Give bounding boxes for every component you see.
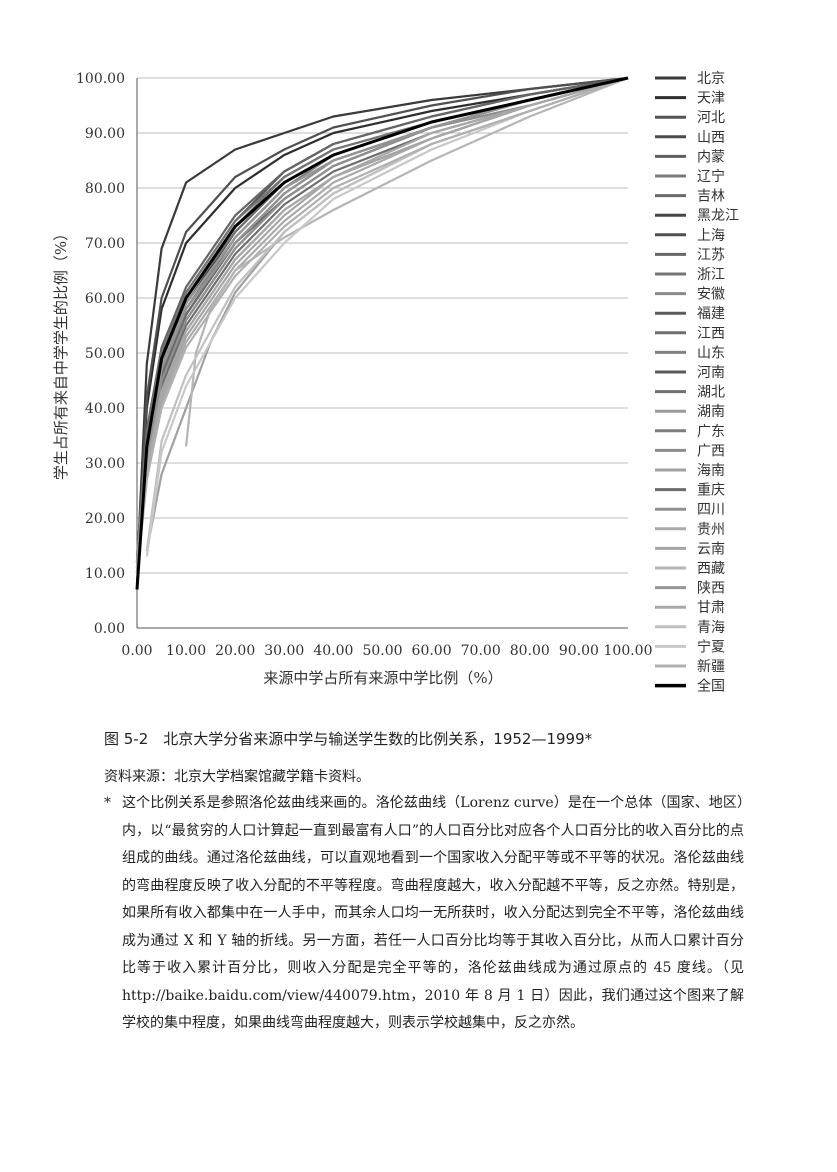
x-tick-label: 30.00 [264,643,304,659]
y-tick-label: 30.00 [85,456,125,472]
legend-label: 河北 [697,110,725,126]
legend-label: 西藏 [697,561,725,577]
legend-label: 海南 [697,463,725,479]
series-line [135,76,629,590]
series-line [135,76,629,568]
x-tick-label: 70.00 [461,643,501,659]
series-lines [135,76,629,590]
series-line [145,76,629,552]
y-tick-label: 70.00 [85,236,125,252]
series-line [135,76,629,563]
y-tick-label: 0.00 [94,621,125,637]
legend-label: 安徽 [697,287,725,303]
series-line [135,76,629,574]
legend-label: 宁夏 [697,638,725,655]
series-line [135,76,629,563]
series-line [135,76,629,585]
legend-label: 江苏 [697,247,725,263]
x-tick-label: 0.00 [121,643,152,659]
series-line [135,76,629,563]
legend-label: 甘肃 [697,600,725,616]
legend-label: 天津 [697,91,725,107]
footnote-marker: * [104,795,111,811]
series-line [135,76,629,563]
lorenz-chart: 0.00 10.00 20.00 30.00 40.00 50.00 60.00 70.00 8… [52,71,739,695]
x-axis-label: 来源中学占所有来源中学比例（%） [263,669,502,687]
legend-label: 福建 [697,306,725,322]
legend-label: 青海 [697,620,725,636]
legend-label: 内蒙 [697,149,725,165]
series-line [135,76,629,563]
series-line [185,76,629,447]
series-line [135,76,629,563]
legend-label: 云南 [697,541,725,557]
y-tick-label: 60.00 [85,291,125,307]
series-line [135,76,629,568]
x-tick-label: 20.00 [215,643,255,659]
y-tick-label: 90.00 [85,126,125,142]
series-line [135,76,629,557]
series-line [135,76,629,568]
series-line [135,76,629,563]
series-line [135,76,629,563]
legend-label: 陕西 [697,581,725,597]
series-line [135,76,629,563]
legend-label: 北京 [697,71,725,87]
legend-label: 江西 [697,326,725,342]
x-tick-label: 80.00 [510,643,550,659]
legend-label: 湖北 [697,385,725,401]
x-tick-label: 40.00 [313,643,353,659]
series-line [135,76,629,563]
y-axis-label: 学生占所有来自中学学生的比例（%） [52,226,70,480]
legend-label: 河南 [697,365,725,381]
y-tick-label: 50.00 [85,346,125,362]
series-line [135,76,629,563]
x-tick-label: 60.00 [412,643,452,659]
legend-label: 贵州 [697,522,725,538]
y-tick-label: 10.00 [85,566,125,582]
series-line [145,76,629,557]
x-tick-label: 100.00 [604,643,653,659]
legend-label: 四川 [697,502,725,518]
series-line [135,76,629,563]
legend-label: 山西 [697,130,725,146]
series-line [135,76,629,574]
footnote: * 这个比例关系是参照洛伦兹曲线来画的。洛伦兹曲线（Lorenz curve）是… [104,790,744,1038]
legend: 北京天津河北山西内蒙辽宁吉林黑龙江上海江苏浙江安徽福建江西山东河南湖北湖南广东广… [655,71,739,695]
legend-label: 新疆 [697,659,725,675]
legend-label: 黑龙江 [697,208,739,224]
series-line [135,76,629,574]
source-note: 资料来源：北京大学档案馆藏学籍卡资料。 [104,769,370,785]
x-tick-label: 50.00 [362,643,402,659]
footnote-text: 这个比例关系是参照洛伦兹曲线来画的。洛伦兹曲线（Lorenz curve）是在一… [122,795,744,1031]
series-line [135,76,629,563]
x-tick-label: 90.00 [559,643,599,659]
legend-label: 浙江 [697,267,725,283]
series-line [135,76,629,557]
legend-label: 广西 [697,443,725,459]
y-tick-label: 20.00 [85,511,125,527]
legend-label: 上海 [697,228,725,244]
legend-label: 吉林 [697,189,725,205]
y-tick-label: 100.00 [76,71,125,87]
x-tick-label: 10.00 [166,643,206,659]
y-tick-label: 40.00 [85,401,125,417]
legend-label: 辽宁 [697,168,725,185]
y-tick-labels: 0.00 10.00 20.00 30.00 40.00 50.00 60.00 70.00 8… [76,71,125,637]
legend-label: 广东 [697,424,725,440]
legend-label: 全国 [697,678,725,695]
axes [136,78,628,629]
legend-label: 重庆 [697,483,725,499]
figure-caption: 图 5-2 北京大学分省来源中学与输送学生数的比例关系，1952—1999* [104,730,593,748]
x-tick-labels: 0.00 10.00 20.00 30.00 40.00 50.00 60.00 70.00 8… [121,643,652,659]
y-tick-label: 80.00 [85,181,125,197]
legend-label: 湖南 [697,404,725,420]
legend-label: 山东 [697,345,725,361]
